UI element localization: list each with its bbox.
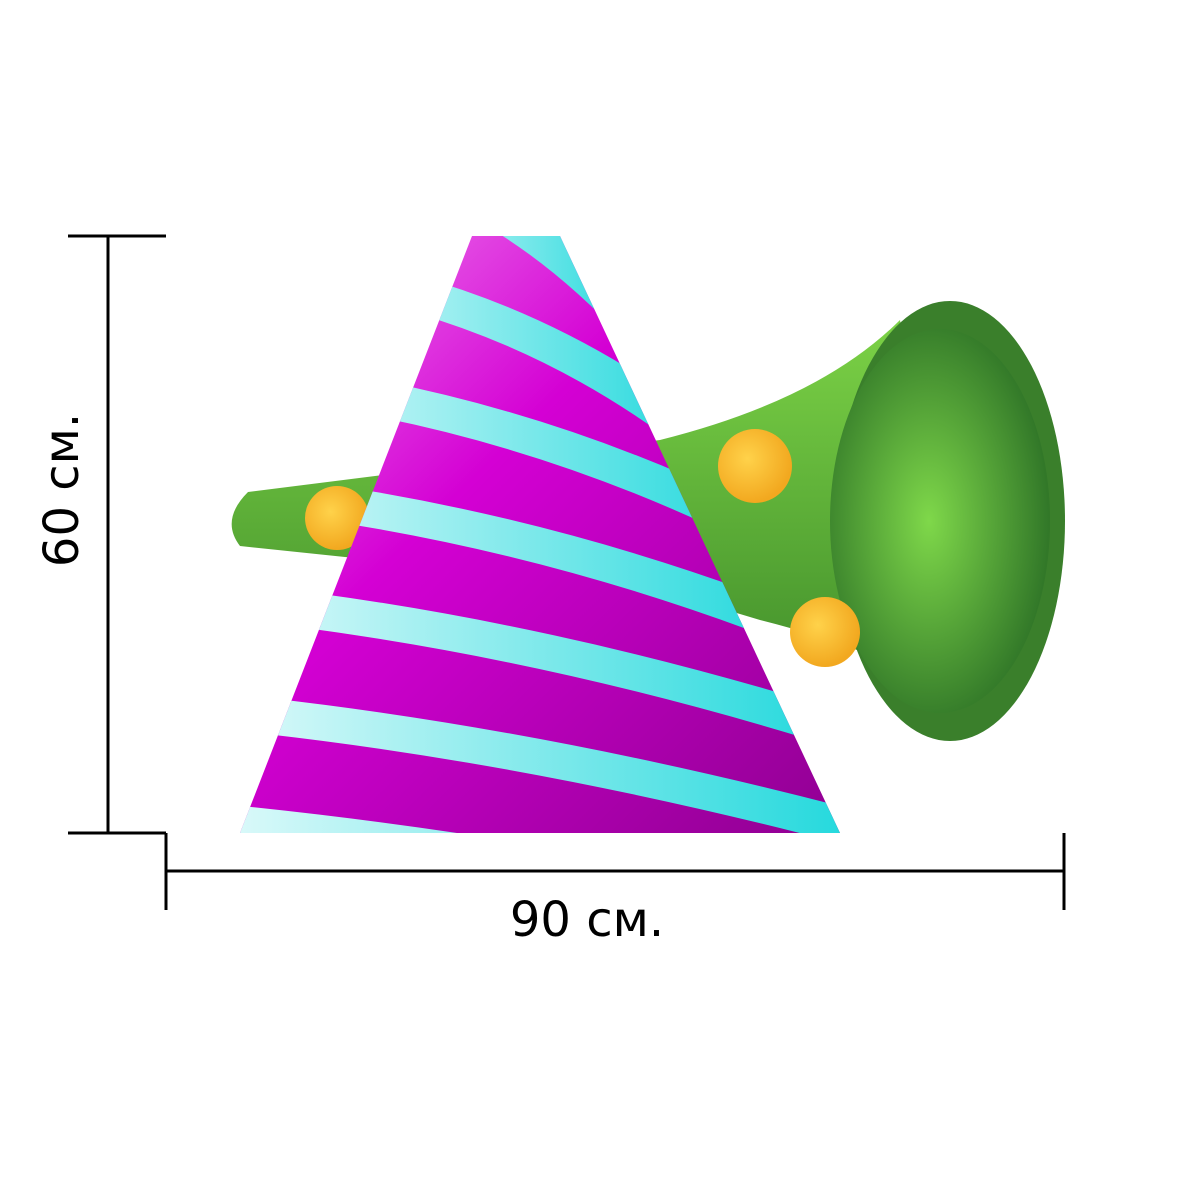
dimension-lines [68, 234, 1066, 910]
height-label: 60 см. [34, 413, 90, 567]
width-label: 90 см. [510, 892, 664, 948]
